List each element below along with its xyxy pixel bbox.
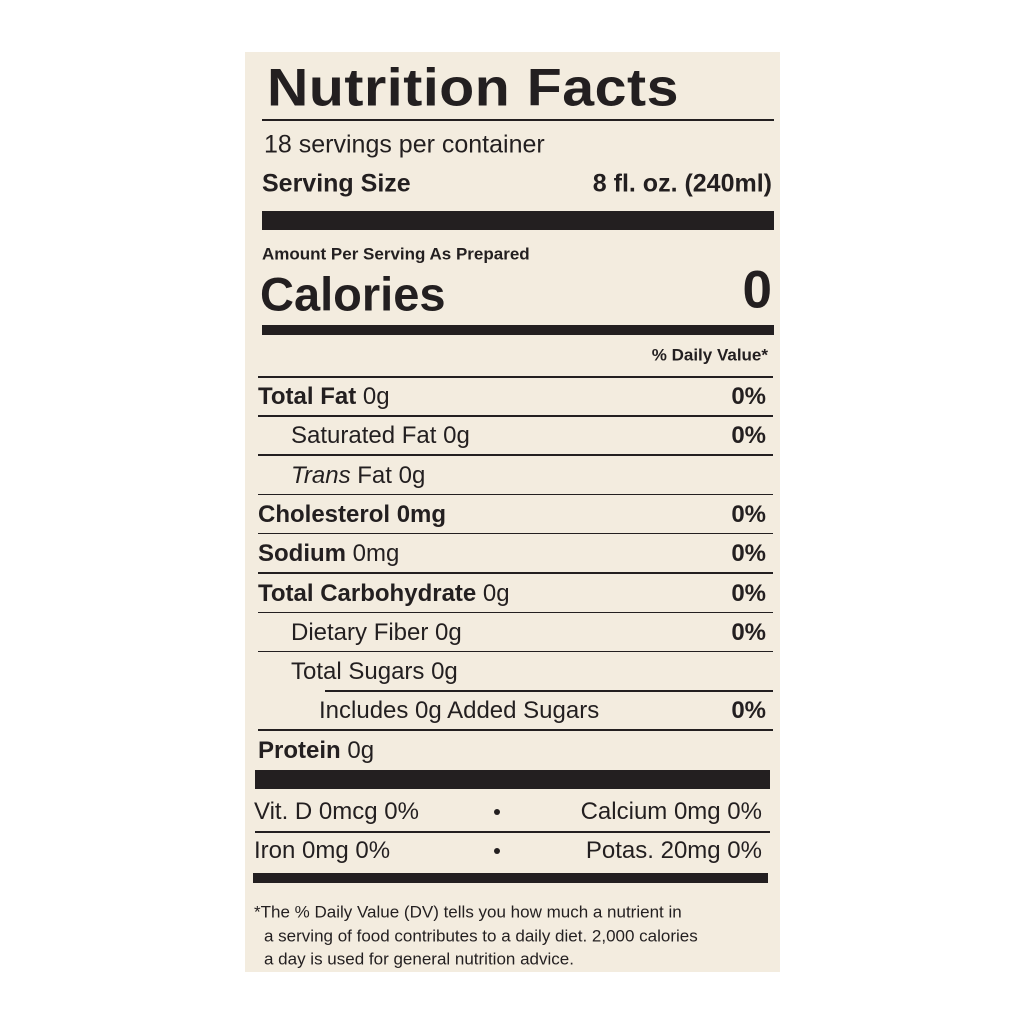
vitamin-right: Potas. 20mg 0%: [585, 837, 762, 864]
rule: [258, 572, 773, 574]
rule: [258, 415, 773, 417]
row: Total Carbohydrate 0g: [258, 579, 510, 607]
row-amount: 0g: [431, 658, 458, 686]
row-amount: 0mg: [396, 500, 447, 528]
title: Nutrition Facts: [267, 58, 679, 118]
calories-label: Calories: [260, 267, 446, 321]
calories-value: 0: [742, 260, 772, 320]
vitamin-right: Calcium 0mg 0%: [580, 798, 762, 825]
row-label: Trans: [291, 461, 351, 489]
thick-rule: [255, 770, 770, 789]
row-amount: 0mg: [352, 540, 400, 568]
row: Saturated Fat 0g: [291, 424, 470, 448]
dv-header: % Daily Value*: [651, 345, 768, 365]
rule: [258, 650, 773, 653]
bullet: [494, 809, 500, 815]
row-label: Total Fat: [258, 383, 357, 410]
row-amount: Fat 0g: [357, 461, 426, 489]
footnote-line: *The % Daily Value (DV) tells you how mu…: [254, 902, 682, 922]
bullets: [494, 809, 500, 854]
serving-size-label: Serving Size: [262, 169, 411, 198]
thick-rule: [262, 211, 774, 230]
rule: [325, 690, 773, 692]
row: Sodium 0mg: [258, 542, 399, 566]
row-label: Includes 0g Added Sugars: [319, 697, 600, 725]
row-dv: 0%: [731, 422, 766, 450]
row-dv: 0%: [731, 500, 766, 528]
row: Total Fat 0g: [258, 385, 390, 409]
row-dv: 0%: [731, 579, 766, 607]
row: Dietary Fiber 0g: [291, 618, 462, 646]
serving-size-value: 8 fl. oz. (240ml): [592, 169, 772, 198]
rule: [255, 831, 770, 833]
thick-rule: [253, 873, 768, 883]
row-dv: 0%: [731, 540, 766, 568]
row-label: Cholesterol: [258, 500, 391, 528]
row: Protein 0g: [258, 736, 375, 764]
row-dv: 0%: [731, 697, 766, 725]
rule: [258, 454, 773, 456]
row: Cholesterol 0mg: [258, 500, 447, 528]
row-label: Total Carbohydrate: [258, 579, 477, 607]
row-amount: 0g: [347, 736, 375, 764]
rule: [258, 376, 773, 378]
row-label: Protein: [258, 736, 341, 764]
row-amount: 0g: [482, 579, 510, 607]
row-amount: 0g: [443, 422, 470, 450]
vitamin-left: Iron 0mg 0%: [254, 837, 391, 864]
vitamin-left: Vit. D 0mcg 0%: [254, 798, 419, 825]
row-label: Saturated Fat: [291, 422, 437, 450]
row-amount: 0g: [435, 618, 462, 646]
row: Total Sugars 0g: [291, 660, 458, 684]
nutrition-label: Nutrition Facts 18 servings per containe…: [245, 52, 780, 972]
row: Trans Fat 0g: [291, 461, 426, 489]
servings: 18 servings per container: [264, 130, 545, 159]
rule: [258, 611, 773, 613]
row: Includes 0g Added Sugars: [319, 699, 599, 723]
rule: [262, 119, 774, 121]
amount-per-serving: Amount Per Serving As Prepared: [262, 244, 530, 264]
row-amount: 0g: [362, 383, 390, 410]
rule: [258, 532, 773, 535]
row-dv: 0%: [731, 618, 766, 646]
footnote-line: a day is used for general nutrition advi…: [264, 949, 574, 969]
thick-rule: [262, 325, 774, 335]
row-label: Sodium: [258, 540, 346, 568]
row-label: Total Sugars: [291, 658, 425, 686]
bullet: [494, 848, 500, 854]
row-dv: 0%: [731, 383, 766, 410]
footnote-line: a serving of food contributes to a daily…: [264, 926, 698, 945]
rule: [258, 729, 773, 731]
rule: [258, 493, 773, 496]
row-label: Dietary Fiber: [291, 618, 429, 646]
